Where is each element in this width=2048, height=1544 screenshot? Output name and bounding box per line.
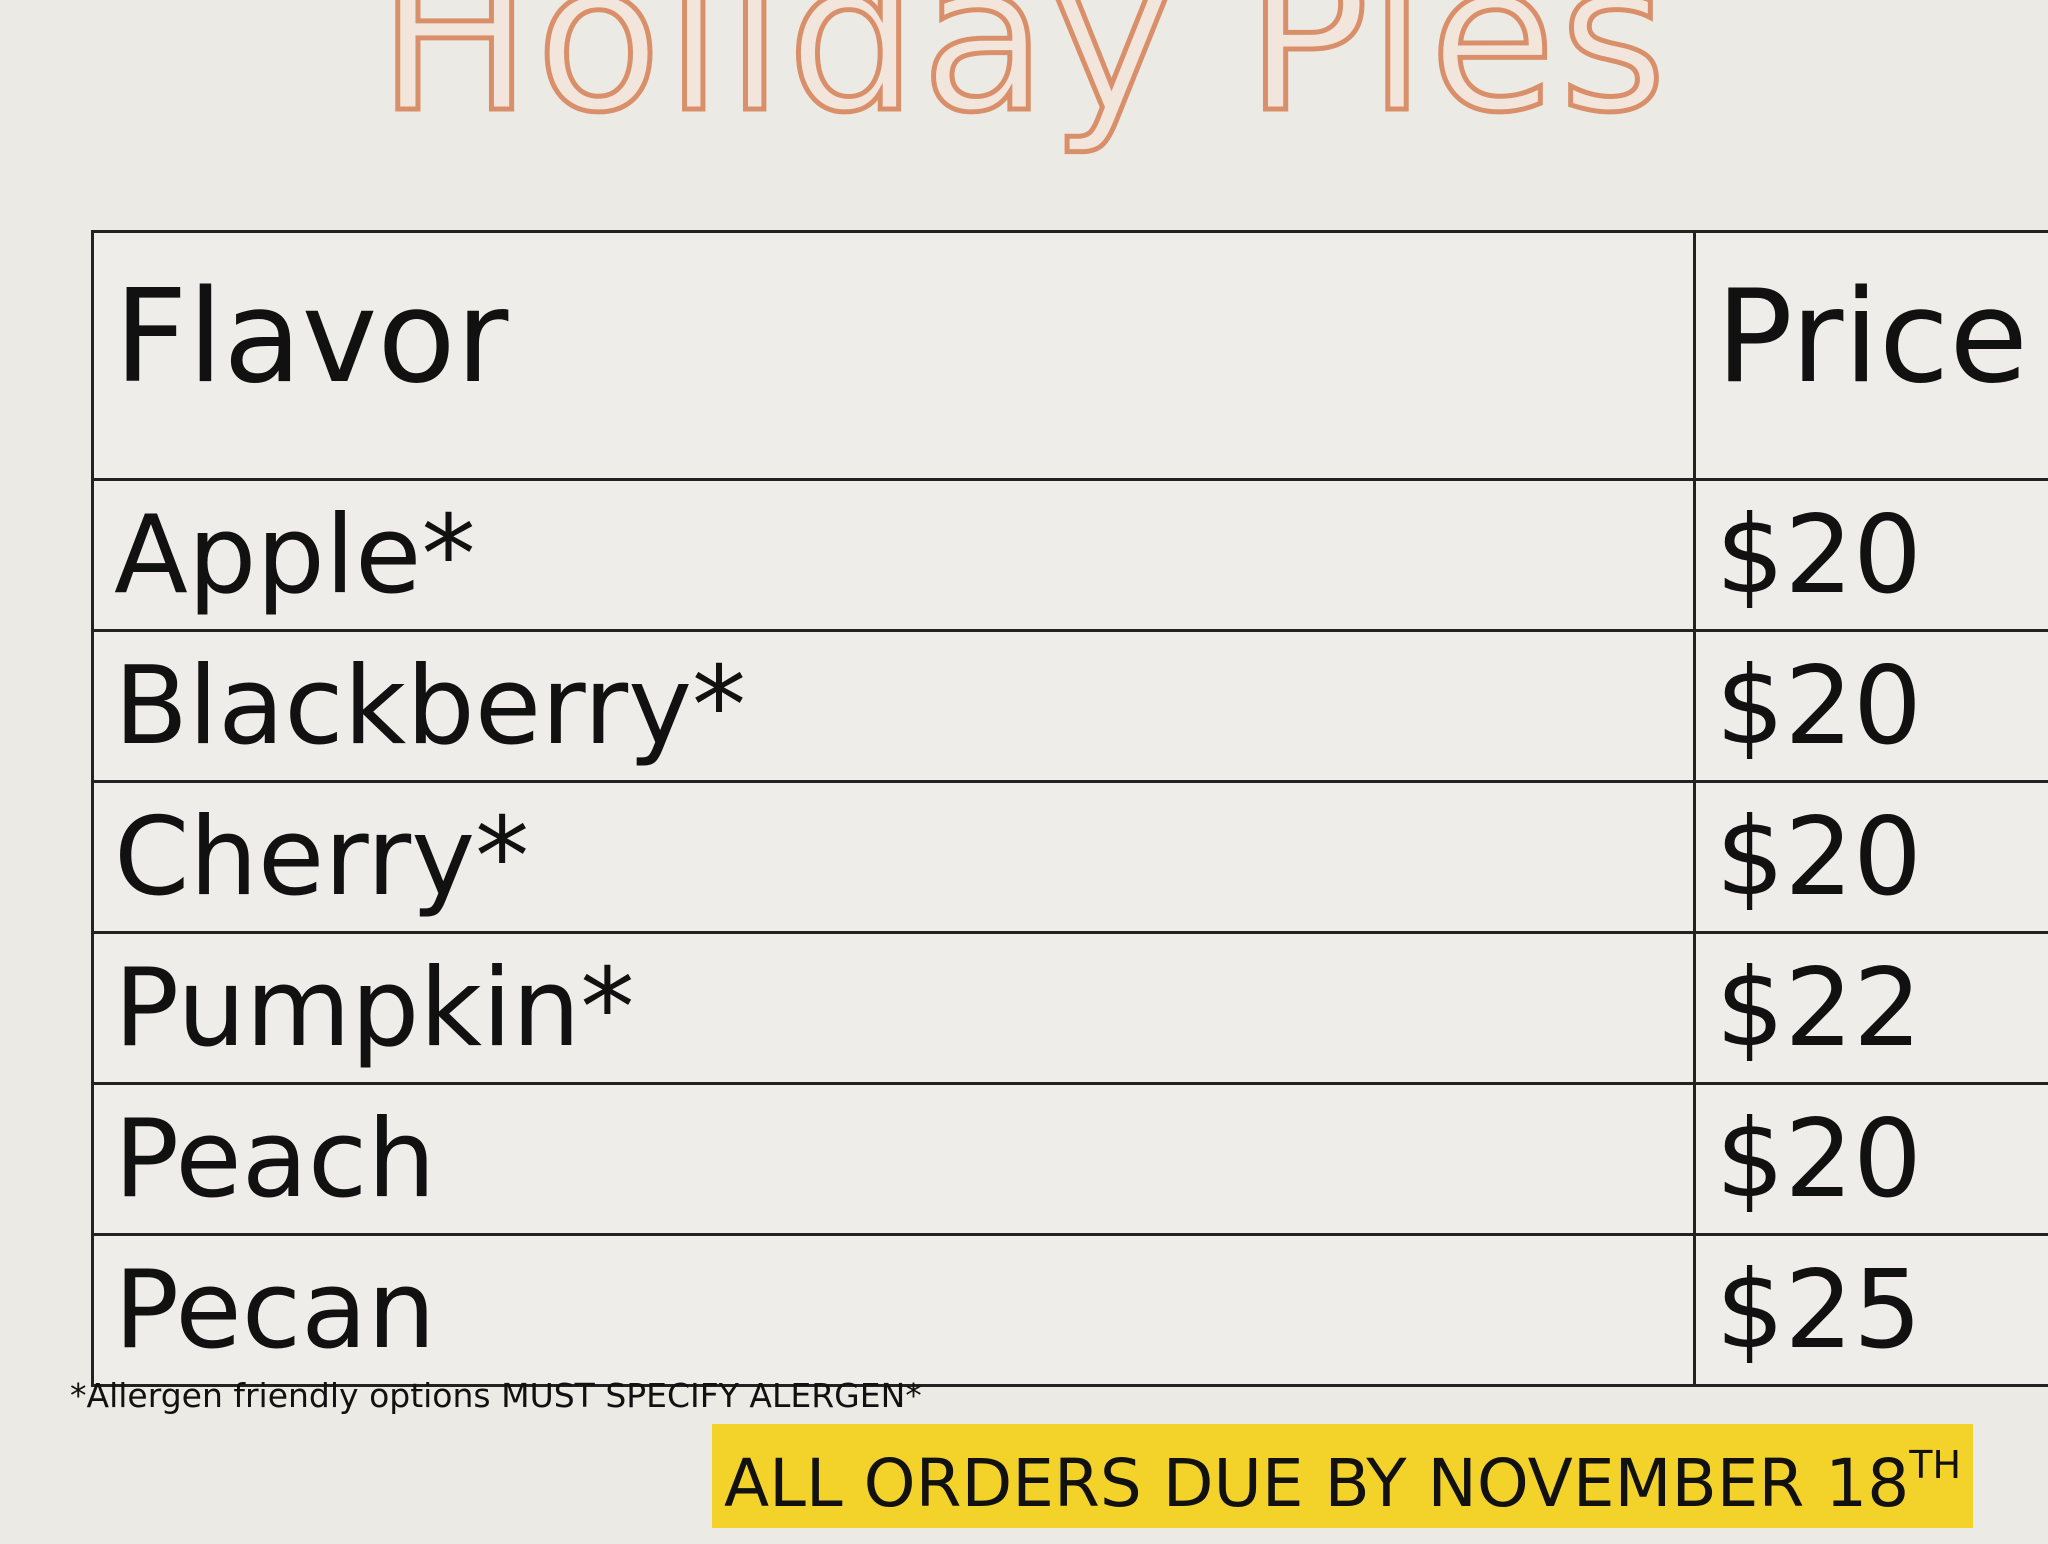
flavor-cell: Apple* <box>93 480 1695 631</box>
price-cell: $22 <box>1694 933 2048 1084</box>
price-cell: $25 <box>1694 1235 2048 1386</box>
table-row: Pecan$25 <box>93 1235 2048 1386</box>
flavor-cell: Blackberry* <box>93 631 1695 782</box>
table-row: Blackberry*$20 <box>93 631 2048 782</box>
deadline-banner: ALL ORDERS DUE BY NOVEMBER 18TH <box>712 1424 1973 1528</box>
banner-superscript: TH <box>1909 1443 1961 1487</box>
table-row: Apple*$20 <box>93 480 2048 631</box>
price-cell: $20 <box>1694 782 2048 933</box>
title: Holiday Pies <box>0 0 2048 158</box>
column-header: Price <box>1694 232 2048 480</box>
flavor-cell: Peach <box>93 1084 1695 1235</box>
column-header: Flavor <box>93 232 1695 480</box>
table-row: Peach$20 <box>93 1084 2048 1235</box>
footnote: *Allergen friendly options MUST SPECIFY … <box>70 1376 922 1415</box>
table-row: Cherry*$20 <box>93 782 2048 933</box>
price-cell: $20 <box>1694 631 2048 782</box>
flavor-cell: Pecan <box>93 1235 1695 1386</box>
price-cell: $20 <box>1694 1084 2048 1235</box>
banner-text: ALL ORDERS DUE BY NOVEMBER 18 <box>724 1445 1909 1522</box>
flavor-cell: Cherry* <box>93 782 1695 933</box>
flavor-cell: Pumpkin* <box>93 933 1695 1084</box>
price-cell: $20 <box>1694 480 2048 631</box>
table-header: Flavor Price <box>93 232 2048 480</box>
header-row: Flavor Price <box>93 232 2048 480</box>
table-row: Pumpkin*$22 <box>93 933 2048 1084</box>
